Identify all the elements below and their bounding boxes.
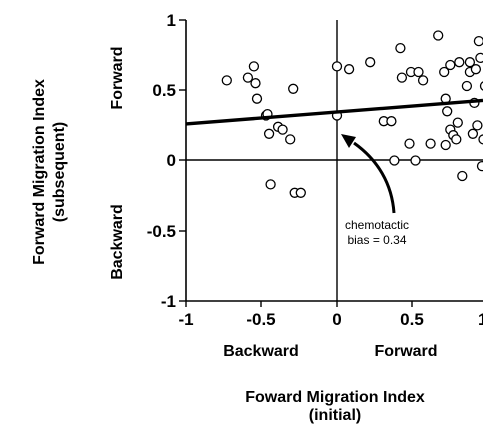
x-direction-forward-label: Forward — [374, 343, 437, 360]
x-tick-label: -1 — [178, 310, 193, 329]
data-point — [470, 64, 482, 75]
data-point — [343, 64, 355, 75]
data-point — [479, 81, 483, 91]
annotation-arrow — [353, 141, 396, 214]
data-point — [277, 124, 288, 135]
data-point — [473, 35, 483, 47]
data-points — [221, 30, 483, 198]
data-point — [451, 134, 462, 145]
y-direction-backward-label: Backward — [109, 204, 126, 280]
x-tick-label: -0.5 — [246, 310, 275, 329]
data-point — [265, 179, 276, 190]
data-point — [476, 160, 483, 172]
data-point — [478, 134, 483, 145]
data-point — [440, 139, 451, 151]
data-point — [389, 155, 400, 166]
y-tick-label: -1 — [161, 292, 176, 311]
data-point — [251, 93, 263, 104]
y-tick-label: 1 — [167, 11, 176, 30]
data-point — [417, 75, 429, 86]
y-tick-label: 0.5 — [152, 81, 176, 100]
y-direction-forward-label: Forward — [109, 46, 126, 109]
data-point — [464, 57, 476, 68]
data-point — [454, 57, 465, 68]
data-point — [445, 59, 456, 71]
y-tick-label: 0 — [167, 151, 176, 170]
data-point — [331, 61, 343, 72]
data-point — [461, 80, 473, 92]
x-tick-label: 1 — [478, 310, 483, 329]
data-point — [457, 170, 468, 182]
data-point — [288, 83, 299, 94]
x-axis-title: Foward Migration Index — [245, 389, 425, 406]
data-point — [475, 52, 483, 64]
data-point — [425, 138, 436, 149]
annotation-arrowhead — [341, 134, 356, 148]
data-point — [396, 72, 408, 83]
data-point — [433, 30, 444, 41]
data-point — [439, 66, 450, 78]
data-point — [404, 138, 415, 149]
data-point — [221, 75, 232, 86]
x-tick-label: 0.5 — [400, 310, 424, 329]
x-direction-backward-label: Backward — [223, 343, 299, 360]
data-point — [472, 120, 483, 131]
data-point — [452, 117, 463, 128]
data-point — [365, 57, 376, 68]
x-axis-subtitle: (initial) — [309, 407, 361, 424]
data-point — [285, 134, 296, 145]
data-point — [386, 116, 397, 127]
annotation-line-2: bias = 0.34 — [347, 233, 406, 247]
y-axis-subtitle: (subsequent) — [51, 122, 68, 222]
y-tick-label: -0.5 — [147, 222, 176, 241]
data-point — [295, 187, 306, 198]
data-point — [263, 128, 275, 139]
regression-line — [185, 98, 483, 126]
data-point — [442, 106, 453, 117]
data-point — [250, 78, 261, 89]
x-tick-label: 0 — [332, 310, 341, 329]
annotation-line-1: chemotactic — [345, 218, 409, 232]
y-axis-title: Forward Migration Index — [31, 79, 48, 265]
data-point — [413, 66, 424, 78]
data-point — [395, 42, 406, 54]
data-point — [242, 72, 254, 83]
data-point — [248, 61, 260, 72]
data-point — [410, 155, 421, 166]
data-point — [467, 128, 479, 139]
